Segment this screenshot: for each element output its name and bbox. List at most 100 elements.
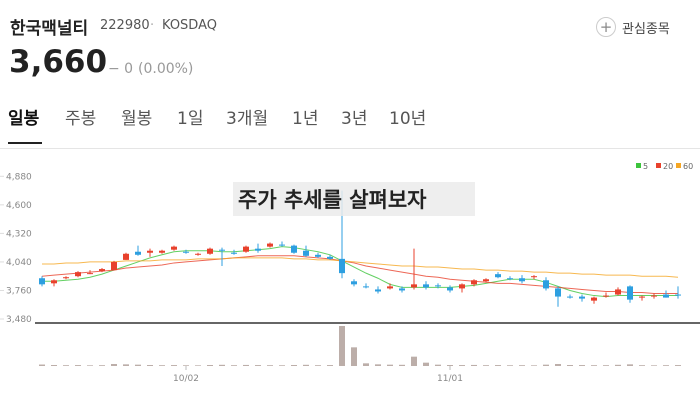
candle-body — [495, 274, 501, 278]
legend-label: 20 — [663, 162, 673, 171]
legend-swatch — [676, 163, 681, 168]
volume-bar — [255, 365, 261, 366]
candle-body — [63, 277, 69, 279]
candle-body — [99, 269, 105, 272]
candle-body — [147, 250, 153, 253]
volume-bar — [63, 365, 69, 366]
candle-body — [231, 252, 237, 254]
volume-bar — [171, 365, 177, 366]
candle-body — [75, 272, 81, 277]
candle-body — [531, 276, 537, 278]
volume-bar — [387, 364, 393, 366]
volume-bar — [159, 365, 165, 366]
volume-bar — [615, 364, 621, 366]
candle-body — [519, 278, 525, 282]
candle-body — [39, 278, 45, 285]
tab[interactable]: 1일 — [177, 109, 204, 129]
y-tick-label: 3,480 — [6, 315, 32, 325]
volume-bar — [363, 363, 369, 366]
volume-bar — [603, 365, 609, 366]
tab-underline — [8, 142, 42, 144]
volume-bar — [591, 365, 597, 366]
tab[interactable]: 10년 — [389, 109, 427, 129]
volume-bar — [495, 365, 501, 366]
candle-body — [375, 289, 381, 292]
candle-body — [507, 278, 513, 280]
legend-swatch — [656, 163, 661, 168]
volume-bar — [147, 365, 153, 366]
legend-label: 5 — [643, 162, 648, 171]
volume-bar — [99, 365, 105, 366]
candle-body — [135, 251, 141, 255]
volume-bar — [399, 364, 405, 366]
volume-bar — [507, 365, 513, 366]
ma-line — [41, 255, 678, 295]
change-pct: (0.00%) — [138, 61, 194, 77]
candle-body — [315, 254, 321, 257]
volume-bar — [675, 365, 681, 366]
volume-bar — [483, 365, 489, 366]
candle-body — [303, 250, 309, 256]
volume-bar — [315, 365, 321, 366]
ma-line — [42, 257, 679, 278]
candle-body — [591, 297, 597, 301]
candle-body — [171, 246, 177, 250]
volume-bar — [543, 364, 549, 366]
candle-body — [627, 286, 633, 300]
tab[interactable]: 일봉 — [8, 109, 40, 129]
y-tick-label: 4,880 — [6, 172, 32, 182]
volume-bar — [351, 347, 357, 366]
candle-body — [603, 295, 609, 297]
volume-bar — [51, 365, 57, 366]
candle-body — [159, 250, 165, 253]
y-tick-label: 4,600 — [6, 201, 32, 211]
volume-bar — [183, 365, 189, 366]
candle-body — [87, 273, 93, 275]
candle-body — [123, 253, 129, 260]
tab[interactable]: 주봉 — [65, 109, 97, 129]
volume-bar — [75, 365, 81, 366]
volume-bar — [339, 326, 345, 366]
volume-bar — [471, 364, 477, 366]
tab[interactable]: 3년 — [341, 109, 368, 129]
tab[interactable]: 월봉 — [121, 109, 153, 129]
price: 3,660 — [9, 44, 108, 80]
tab[interactable]: 1년 — [292, 109, 319, 129]
candle-body — [459, 284, 465, 289]
candle-body — [471, 280, 477, 285]
candle-body — [567, 296, 573, 298]
market: KOSDAQ — [162, 18, 217, 33]
watch-button[interactable]: 관심종목 — [622, 22, 670, 37]
volume-bar — [303, 364, 309, 366]
volume-bar — [207, 365, 213, 366]
candle-body — [255, 248, 261, 251]
candle-body — [111, 261, 117, 271]
candle-body — [399, 288, 405, 291]
candle-body — [411, 284, 417, 288]
volume-bar — [411, 356, 417, 366]
divider — [0, 148, 700, 149]
candle-body — [195, 253, 201, 255]
candle-body — [543, 280, 549, 289]
candle-body — [219, 249, 225, 251]
candle-body — [435, 285, 441, 287]
volume-bar — [555, 364, 561, 366]
y-tick-label: 4,320 — [6, 229, 32, 239]
volume-bar — [135, 364, 141, 366]
candle-body — [423, 284, 429, 288]
volume-bar — [531, 365, 537, 366]
candle-body — [447, 287, 453, 291]
volume-bar — [639, 365, 645, 366]
candle-body — [555, 288, 561, 297]
volume-bar — [663, 365, 669, 366]
volume-bar — [579, 365, 585, 366]
tab[interactable]: 3개월 — [226, 109, 269, 129]
volume-bar — [267, 365, 273, 366]
watch-icon[interactable]: + — [596, 17, 616, 37]
volume-bar — [627, 364, 633, 366]
candle-body — [675, 294, 681, 296]
x-tick-label: 11/01 — [437, 374, 463, 384]
y-tick-label: 3,760 — [6, 286, 32, 296]
volume-bar — [651, 365, 657, 366]
